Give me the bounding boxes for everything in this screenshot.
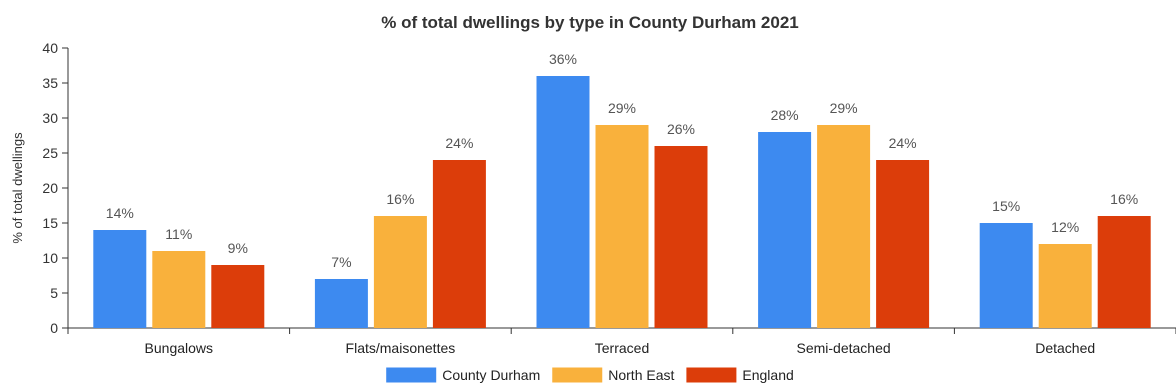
y-tick-label: 0: [50, 320, 58, 336]
y-tick-label: 35: [42, 75, 58, 91]
y-axis-title: % of total dwellings: [10, 132, 25, 244]
y-tick-label: 10: [42, 250, 58, 266]
data-label: 29%: [608, 100, 636, 116]
data-label: 16%: [386, 191, 414, 207]
bar: [979, 223, 1033, 328]
y-tick-label: 20: [42, 180, 58, 196]
data-label: 26%: [667, 121, 695, 137]
bar: [373, 216, 427, 328]
data-label-group: 14% 11% 9% 7% 16% 24% 36% 29% 26% 28% 29% 24% 15% 12%…: [106, 51, 1138, 270]
legend-swatch: [552, 367, 603, 383]
x-axis: Bungalows Flats/maisonettes Terraced Semi-d…: [67, 327, 1176, 356]
y-tick-label: 30: [42, 110, 58, 126]
bar-series-group: [93, 76, 1151, 328]
data-label: 7%: [331, 254, 351, 270]
x-tick-label: Terraced: [595, 340, 649, 356]
chart-title: % of total dwellings by type in County D…: [381, 13, 799, 32]
x-tick-label: Flats/maisonettes: [346, 340, 456, 356]
data-label: 24%: [889, 135, 917, 151]
data-label: 36%: [549, 51, 577, 67]
x-tick-label: Bungalows: [145, 340, 214, 356]
bar: [595, 125, 649, 328]
y-tick-label: 5: [50, 285, 58, 301]
bar: [654, 146, 708, 328]
bar: [432, 160, 486, 328]
data-label: 28%: [771, 107, 799, 123]
data-label: 24%: [445, 135, 473, 151]
data-label: 9%: [228, 240, 248, 256]
y-tick-label: 25: [42, 145, 58, 161]
bar: [536, 76, 590, 328]
bar: [876, 160, 930, 328]
legend-swatch: [386, 367, 437, 383]
bar: [817, 125, 871, 328]
data-label: 15%: [992, 198, 1020, 214]
data-label: 16%: [1110, 191, 1138, 207]
x-tick-label: Detached: [1035, 340, 1095, 356]
legend: County Durham North East England: [386, 367, 794, 383]
bar: [1097, 216, 1151, 328]
bar: [314, 279, 368, 328]
legend-label: England: [742, 367, 793, 383]
y-tick-label: 15: [42, 215, 58, 231]
x-tick-label: Semi-detached: [797, 340, 891, 356]
bar: [1038, 244, 1092, 328]
legend-swatch: [686, 367, 737, 383]
data-label: 12%: [1051, 219, 1079, 235]
bar: [152, 251, 206, 328]
bar: [211, 265, 265, 328]
y-tick-label: 40: [42, 40, 58, 56]
y-axis: 0 5 10 15 20 25 30 35 40: [42, 40, 69, 336]
data-label: 14%: [106, 205, 134, 221]
bar: [93, 230, 147, 328]
data-label: 11%: [165, 226, 192, 242]
data-label: 29%: [830, 100, 858, 116]
bar: [758, 132, 812, 328]
legend-label: North East: [608, 367, 674, 383]
legend-label: County Durham: [442, 367, 540, 383]
